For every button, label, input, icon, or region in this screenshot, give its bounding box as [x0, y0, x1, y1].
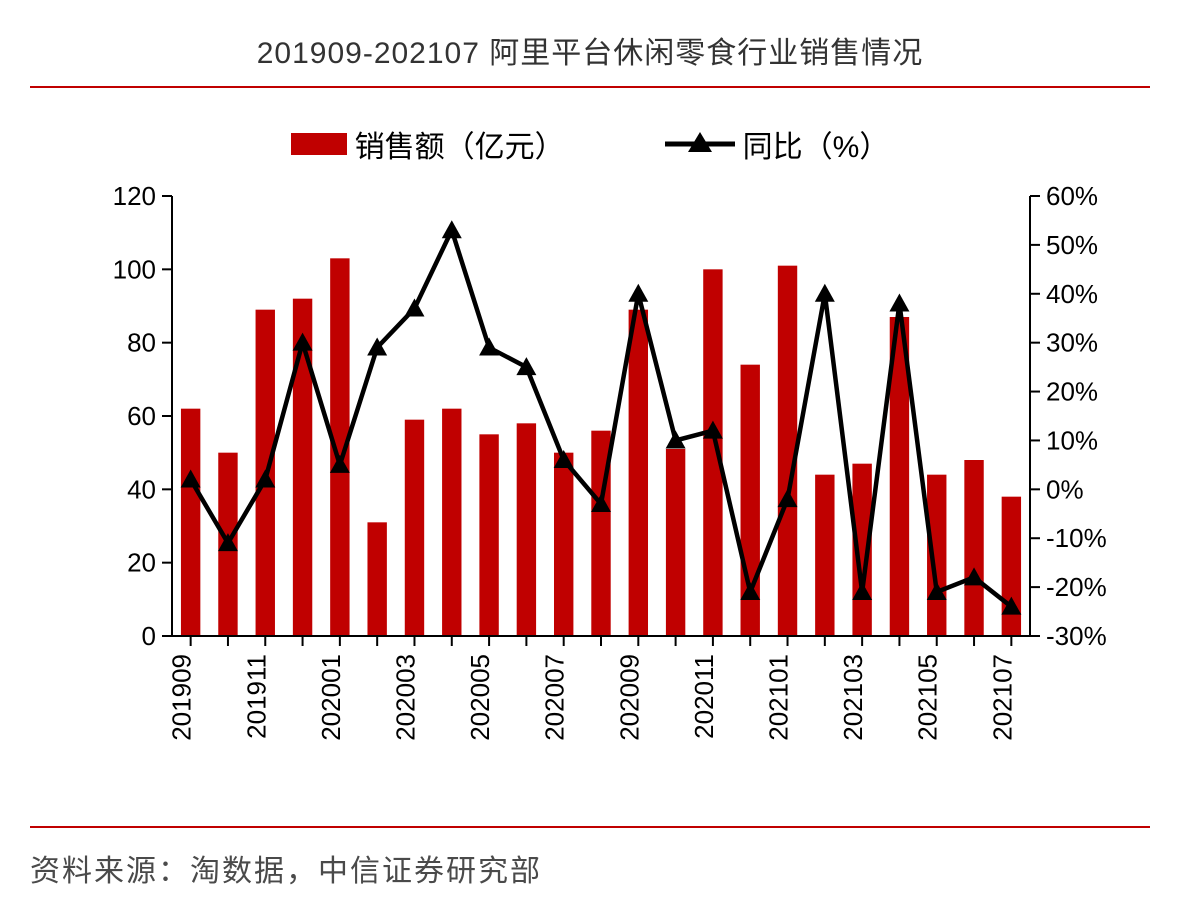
bar — [517, 423, 536, 636]
ytick-left-label: 120 — [113, 186, 156, 211]
bar — [629, 310, 648, 636]
chart-title: 201909-202107 阿里平台休闲零食行业销售情况 — [30, 20, 1150, 88]
ytick-right-label: 0% — [1046, 474, 1084, 504]
triangle-marker-icon — [516, 357, 536, 375]
xtick-label: 201909 — [167, 654, 197, 741]
bar — [367, 522, 386, 636]
xtick-label: 202107 — [987, 654, 1017, 741]
line-swatch-icon — [665, 129, 735, 159]
triangle-marker-icon — [889, 294, 909, 312]
ytick-right-label: -20% — [1046, 572, 1107, 602]
ytick-right-label: -30% — [1046, 621, 1107, 651]
ytick-right-label: 60% — [1046, 186, 1098, 211]
legend-bar-label: 销售额（亿元） — [355, 122, 565, 166]
xtick-label: 202007 — [540, 654, 570, 741]
ytick-left-label: 100 — [113, 254, 156, 284]
bar — [181, 409, 200, 636]
bar — [442, 409, 461, 636]
ytick-right-label: 50% — [1046, 230, 1098, 260]
triangle-marker-icon — [628, 284, 648, 302]
ytick-right-label: -10% — [1046, 523, 1107, 553]
bar — [554, 453, 573, 636]
legend-item-line: 同比（%） — [665, 122, 890, 166]
xtick-label: 202003 — [390, 654, 420, 741]
legend-item-bar: 销售额（亿元） — [291, 122, 565, 166]
source-line: 资料来源：淘数据，中信证券研究部 — [30, 826, 1150, 916]
ytick-left-label: 0 — [142, 621, 156, 651]
bar — [666, 449, 685, 636]
xtick-label: 202009 — [614, 654, 644, 741]
ytick-left-label: 20 — [127, 548, 156, 578]
bar — [405, 420, 424, 636]
chart-area: 0 20 40 60 80 100 120 -30% -20% -10% 0% 10% 20% 30% 40… — [30, 186, 1150, 826]
legend-line-label: 同比（%） — [743, 122, 890, 166]
ytick-left-label: 80 — [127, 328, 156, 358]
bar — [479, 434, 498, 636]
triangle-marker-icon — [815, 284, 835, 302]
triangle-marker-icon — [404, 298, 424, 316]
bar-swatch-icon — [291, 133, 347, 155]
triangle-marker-icon — [442, 220, 462, 238]
chart-container: 201909-202107 阿里平台休闲零食行业销售情况 销售额（亿元） 同比（… — [0, 0, 1180, 916]
xtick-label: 202101 — [764, 654, 794, 741]
ytick-left-label: 40 — [127, 474, 156, 504]
xtick-label: 201911 — [241, 654, 271, 739]
triangle-marker-icon — [479, 338, 499, 356]
xtick-label: 202011 — [689, 654, 719, 739]
ytick-right-label: 40% — [1046, 279, 1098, 309]
xtick-label: 202105 — [913, 654, 943, 741]
ytick-right-label: 20% — [1046, 377, 1098, 407]
ytick-right-label: 10% — [1046, 425, 1098, 455]
ytick-left-label: 60 — [127, 401, 156, 431]
xtick-label: 202001 — [316, 654, 346, 741]
legend: 销售额（亿元） 同比（%） — [30, 88, 1150, 186]
bar — [1002, 497, 1021, 636]
combo-chart: 0 20 40 60 80 100 120 -30% -20% -10% 0% 10% 20% 30% 40… — [30, 186, 1150, 826]
bar — [964, 460, 983, 636]
xtick-label: 202103 — [838, 654, 868, 741]
xtick-label: 202005 — [465, 654, 495, 741]
ytick-right-label: 30% — [1046, 328, 1098, 358]
bar — [815, 475, 834, 636]
